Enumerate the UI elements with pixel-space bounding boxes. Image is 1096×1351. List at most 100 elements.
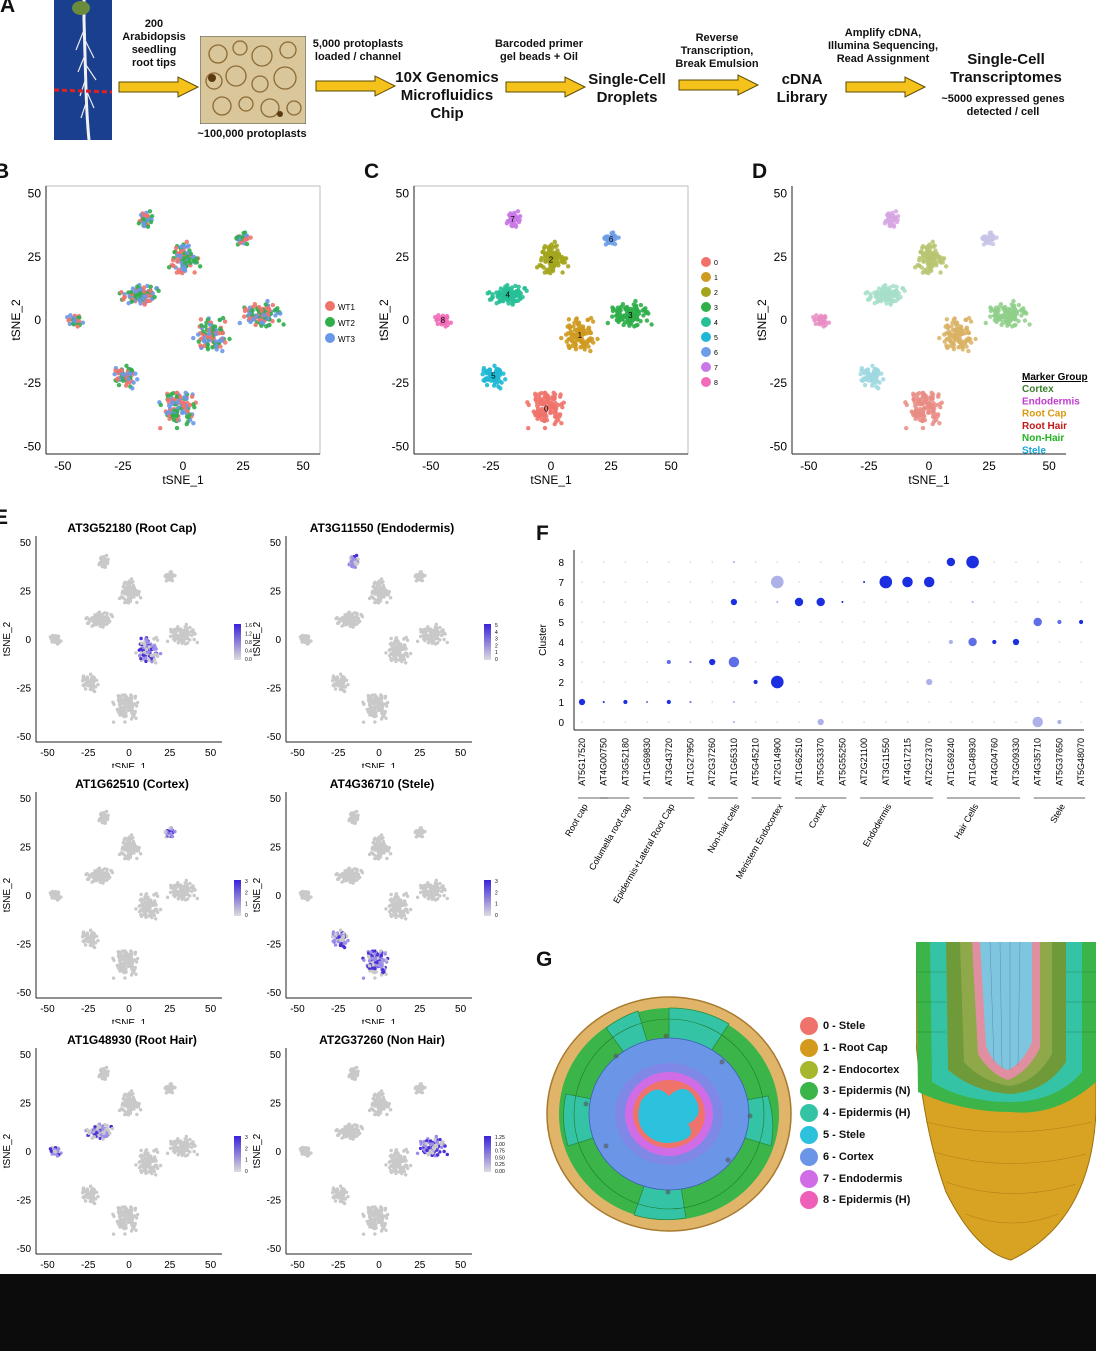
tsne-point bbox=[550, 405, 555, 410]
feature-point bbox=[397, 658, 401, 662]
feature-point bbox=[90, 938, 94, 943]
tsne-point bbox=[932, 258, 937, 264]
feature-point bbox=[93, 613, 97, 617]
feature-point bbox=[355, 867, 359, 872]
y-tick-label: -25 bbox=[17, 684, 32, 695]
legend-label: Root Cap bbox=[1022, 409, 1066, 420]
tsne-point bbox=[174, 391, 179, 396]
feature-point bbox=[154, 661, 158, 665]
y-tick-label: -50 bbox=[392, 439, 410, 453]
feature-point bbox=[306, 635, 311, 639]
feature-point bbox=[360, 870, 365, 875]
tsne-point bbox=[121, 372, 127, 378]
tsne-point bbox=[585, 326, 591, 332]
tsne-point bbox=[542, 394, 547, 399]
feature-point bbox=[182, 633, 186, 638]
feature-point bbox=[415, 639, 420, 644]
feature-point bbox=[424, 627, 429, 631]
cluster-label: 8 bbox=[441, 316, 446, 325]
tsne-point bbox=[821, 324, 826, 329]
tsne-point bbox=[126, 301, 131, 306]
feature-point bbox=[442, 637, 446, 642]
feature-point bbox=[106, 557, 110, 561]
feature-point bbox=[342, 689, 347, 694]
tsne-point bbox=[634, 306, 639, 311]
cluster-label: 6 bbox=[609, 235, 614, 244]
tsne-point bbox=[130, 286, 136, 291]
tsne-point bbox=[128, 371, 133, 377]
feature-point bbox=[128, 852, 132, 856]
tsne-point bbox=[944, 317, 950, 322]
tsne-point bbox=[622, 313, 627, 318]
feature-point bbox=[385, 856, 389, 861]
feature-point bbox=[100, 559, 104, 564]
y-tick-label: 50 bbox=[270, 794, 282, 805]
tsne-point bbox=[862, 382, 868, 388]
feature-point bbox=[424, 883, 429, 887]
tsne-point bbox=[435, 321, 441, 327]
tsne-point bbox=[179, 244, 184, 249]
tsne-point bbox=[513, 214, 518, 219]
tsne-point bbox=[544, 267, 550, 273]
tsne-point bbox=[938, 258, 943, 264]
feature-point bbox=[355, 611, 359, 616]
tsne-point bbox=[171, 263, 176, 269]
feature-point bbox=[419, 831, 423, 836]
feature-point bbox=[356, 557, 360, 561]
feature-point bbox=[137, 904, 141, 908]
color-scale-label: 4 bbox=[495, 630, 498, 636]
feature-point bbox=[152, 893, 156, 897]
feature-point bbox=[350, 563, 355, 567]
x-tick-label: 50 bbox=[1042, 459, 1056, 473]
x-axis-label: tSNE_1 bbox=[112, 1018, 147, 1024]
tsne-point bbox=[879, 289, 885, 294]
feature-point bbox=[396, 906, 400, 911]
feature-point bbox=[129, 693, 133, 697]
tsne-point bbox=[928, 268, 934, 273]
feature-point bbox=[88, 687, 93, 692]
tsne-point bbox=[917, 417, 923, 423]
y-tick-label: -50 bbox=[267, 732, 282, 743]
tsne-point bbox=[178, 399, 184, 405]
tsne-point bbox=[917, 263, 922, 269]
tsne-point bbox=[170, 258, 176, 263]
tsne-point bbox=[174, 253, 180, 258]
tsne-point bbox=[627, 320, 633, 325]
x-tick-label: -50 bbox=[800, 459, 818, 473]
feature-point bbox=[373, 843, 377, 848]
y-tick-label: -25 bbox=[267, 684, 282, 695]
tsne-point bbox=[237, 320, 243, 326]
feature-point bbox=[146, 650, 150, 655]
feature-point bbox=[96, 938, 100, 943]
feature-point bbox=[378, 845, 382, 850]
tsne-point bbox=[543, 400, 548, 405]
feature-point bbox=[141, 909, 145, 913]
feature-point bbox=[376, 580, 380, 585]
feature-point bbox=[110, 614, 115, 619]
tsne-point bbox=[434, 318, 439, 323]
feature-point bbox=[380, 841, 384, 846]
feature-point bbox=[134, 844, 138, 849]
tsne-point bbox=[509, 285, 515, 290]
feature-point bbox=[108, 875, 112, 880]
feature-point bbox=[132, 958, 136, 963]
tsne-point bbox=[492, 363, 497, 369]
tsne-point bbox=[872, 376, 877, 382]
y-tick-label: 25 bbox=[20, 586, 32, 597]
feature-point bbox=[117, 596, 122, 601]
tsne-point bbox=[259, 308, 264, 314]
feature-point bbox=[350, 815, 354, 820]
tsne-point bbox=[538, 412, 544, 418]
feature-title: AT4G36710 (Stele) bbox=[330, 777, 435, 791]
feature-point bbox=[127, 707, 131, 712]
tsne-point bbox=[501, 371, 506, 376]
tsne-point bbox=[876, 386, 881, 391]
feature-point bbox=[425, 892, 429, 897]
feature-point bbox=[405, 638, 410, 642]
tsne-point bbox=[973, 336, 978, 342]
feature-point bbox=[333, 676, 338, 680]
tsne-point bbox=[643, 306, 648, 311]
tsne-point bbox=[904, 402, 909, 408]
feature-point bbox=[405, 894, 410, 898]
tsne-point bbox=[956, 345, 961, 350]
